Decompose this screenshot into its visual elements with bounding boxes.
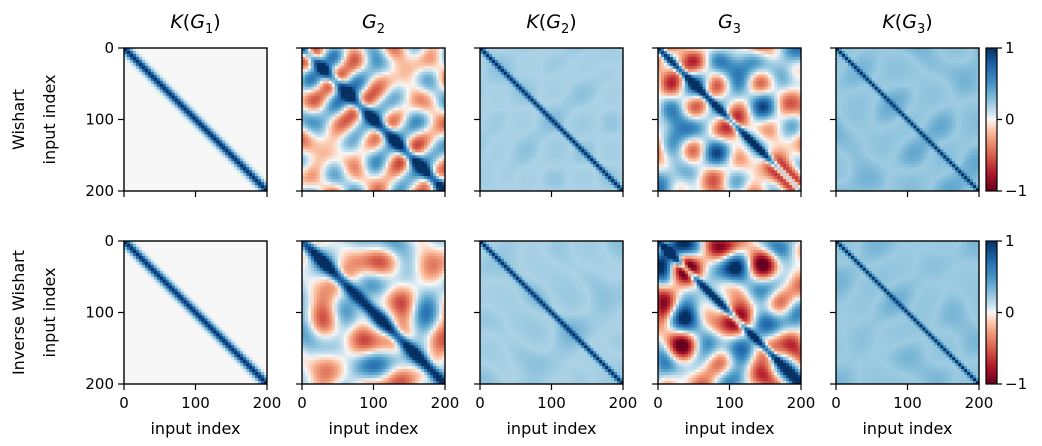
colorbar-tick-label: −1 xyxy=(1005,375,1027,393)
heatmap-panel-r1-c3 xyxy=(474,47,624,197)
heatmap-panel-r2-c3: 0 100 200 input index xyxy=(474,240,638,438)
colorbar-tick-label: −1 xyxy=(1005,182,1027,200)
heatmap-panels: 0 100 200 0 100 200 0 100 200 input index 0 100 200 i… xyxy=(85,39,993,438)
colorbar-tick-label: 0 xyxy=(1005,304,1015,322)
x-axis-label: input index xyxy=(506,419,596,438)
y-tick-label: 200 xyxy=(85,182,114,200)
x-tick-label: 100 xyxy=(359,394,388,412)
heatmap-panel-r2-c1: 0 100 200 0 100 200 input index xyxy=(85,232,281,438)
x-axis-label: input index xyxy=(862,419,952,438)
x-tick-label: 100 xyxy=(893,394,922,412)
colorbar-tick-label: 1 xyxy=(1005,232,1015,250)
x-tick-label: 0 xyxy=(119,394,129,412)
heatmap-panel-r2-c2: 0 100 200 input index xyxy=(296,240,460,438)
x-tick-label: 100 xyxy=(715,394,744,412)
row-labels: Wishart input index Inverse Wishart input i… xyxy=(9,74,59,375)
column-title-4: G3 xyxy=(718,11,741,37)
x-tick-label: 0 xyxy=(653,394,663,412)
row-label-2: Inverse Wishart xyxy=(9,250,28,375)
x-axis-label: input index xyxy=(150,419,240,438)
y-tick-label: 0 xyxy=(104,39,114,57)
heatmap-panel-r1-c1: 0 100 200 xyxy=(85,39,268,200)
row-label-1: Wishart xyxy=(9,89,28,150)
y-tick-label: 100 xyxy=(85,304,114,322)
x-tick-label: 200 xyxy=(609,394,638,412)
x-tick-label: 200 xyxy=(253,394,282,412)
heatmap-panel-r1-c2 xyxy=(296,47,446,197)
x-tick-label: 200 xyxy=(787,394,816,412)
colorbar-2: 1 0 −1 xyxy=(985,232,1027,393)
colorbar-tick-label: 1 xyxy=(1005,39,1015,57)
x-tick-label: 200 xyxy=(965,394,994,412)
column-title-2: G2 xyxy=(362,11,385,37)
x-axis-label: input index xyxy=(328,419,418,438)
x-tick-label: 100 xyxy=(537,394,566,412)
heatmap-panel-r2-c4: 0 100 200 input index xyxy=(652,240,816,438)
colorbar-tick-label: 0 xyxy=(1005,111,1015,129)
row-ylabel-1: input index xyxy=(40,74,59,164)
y-tick-label: 100 xyxy=(85,111,114,129)
x-tick-label: 100 xyxy=(181,394,210,412)
column-title-5: K(G3) xyxy=(882,11,932,37)
heatmap-panel-r1-c5 xyxy=(830,47,980,197)
heatmap-panel-r1-c4 xyxy=(652,47,802,197)
y-tick-label: 0 xyxy=(104,232,114,250)
row-ylabel-2: input index xyxy=(40,267,59,357)
heatmap-panel-r2-c5: 0 100 200 input index xyxy=(830,240,994,438)
colorbars: 1 0 −1 1 0 −1 xyxy=(985,39,1027,393)
colorbar-1: 1 0 −1 xyxy=(985,39,1027,200)
y-tick-label: 200 xyxy=(85,375,114,393)
column-title-1: K(G1) xyxy=(170,11,220,37)
x-tick-label: 0 xyxy=(297,394,307,412)
x-tick-label: 0 xyxy=(831,394,841,412)
x-tick-label: 0 xyxy=(475,394,485,412)
x-tick-label: 200 xyxy=(431,394,460,412)
column-title-3: K(G2) xyxy=(526,11,576,37)
x-axis-label: input index xyxy=(684,419,774,438)
column-titles: K(G1) G2 K(G2) G3 K(G3) xyxy=(170,11,932,37)
